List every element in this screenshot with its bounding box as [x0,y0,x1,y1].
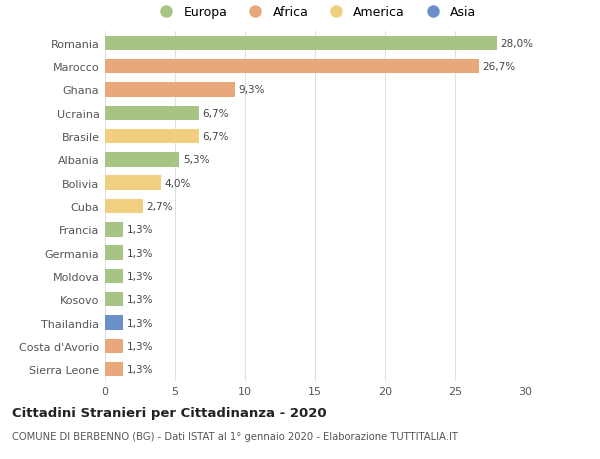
Bar [105,37,497,51]
Bar [105,292,123,307]
Text: 1,3%: 1,3% [127,225,153,235]
Bar [105,362,123,376]
Text: COMUNE DI BERBENNO (BG) - Dati ISTAT al 1° gennaio 2020 - Elaborazione TUTTITALI: COMUNE DI BERBENNO (BG) - Dati ISTAT al … [12,431,458,442]
Text: 9,3%: 9,3% [239,85,265,95]
Bar [105,316,123,330]
Text: Cittadini Stranieri per Cittadinanza - 2020: Cittadini Stranieri per Cittadinanza - 2… [12,406,326,419]
Text: 26,7%: 26,7% [482,62,515,72]
Text: 6,7%: 6,7% [202,108,229,118]
Bar [105,269,123,284]
Bar [105,199,143,214]
Text: 4,0%: 4,0% [164,178,191,188]
Text: 1,3%: 1,3% [127,248,153,258]
Bar [105,223,123,237]
Bar [105,60,479,74]
Bar [105,83,235,97]
Text: 1,3%: 1,3% [127,364,153,375]
Bar [105,106,199,121]
Bar [105,246,123,260]
Text: 1,3%: 1,3% [127,295,153,305]
Bar [105,129,199,144]
Text: 1,3%: 1,3% [127,271,153,281]
Text: 5,3%: 5,3% [182,155,209,165]
Text: 2,7%: 2,7% [146,202,173,212]
Text: 1,3%: 1,3% [127,318,153,328]
Text: 28,0%: 28,0% [500,39,533,49]
Text: 6,7%: 6,7% [202,132,229,142]
Legend: Europa, Africa, America, Asia: Europa, Africa, America, Asia [154,6,476,19]
Bar [105,176,161,190]
Bar [105,153,179,167]
Text: 1,3%: 1,3% [127,341,153,351]
Bar [105,339,123,353]
